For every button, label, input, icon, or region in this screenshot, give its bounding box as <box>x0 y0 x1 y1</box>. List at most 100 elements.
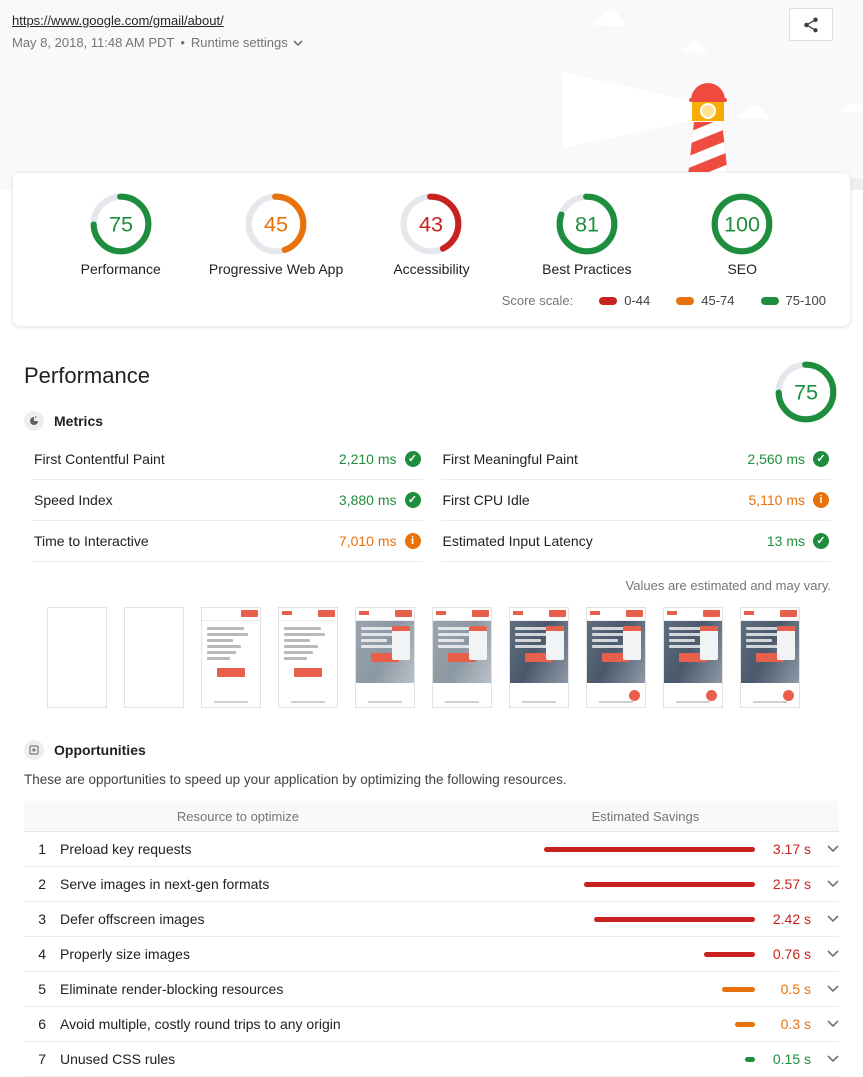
savings-bar <box>544 846 755 852</box>
opportunities-icon <box>24 740 44 760</box>
scale-pill-fail <box>599 296 618 305</box>
runtime-settings-label: Runtime settings <box>190 35 288 50</box>
report-timestamp: May 8, 2018, 11:48 AM PDT <box>12 35 175 50</box>
chevron-down-icon <box>293 39 303 46</box>
expand-chevron-icon[interactable] <box>827 880 839 888</box>
expand-chevron-icon[interactable] <box>827 1055 839 1063</box>
metric-name: Speed Index <box>34 492 113 508</box>
opportunities-header: Opportunities <box>54 742 146 758</box>
scale-pill-pass <box>760 296 779 305</box>
gauge-item-progressive-web-app[interactable]: 45 Progressive Web App <box>201 191 351 277</box>
report-url-link[interactable]: https://www.google.com/gmail/about/ <box>12 13 224 28</box>
gauge-item-performance[interactable]: 75 Performance <box>46 191 196 277</box>
scale-range-label: 75-100 <box>785 293 826 308</box>
runtime-settings-toggle[interactable]: Runtime settings <box>191 35 303 50</box>
metric-row: Time to Interactive 7,010 ms i <box>32 521 423 562</box>
score-gauge-arc: 81 <box>556 193 618 255</box>
metric-name: Time to Interactive <box>34 533 149 549</box>
score-gauge-arc: 75 <box>90 193 152 255</box>
savings-bar-track <box>543 1056 755 1062</box>
cloud-icon <box>593 10 627 26</box>
filmstrip-frame <box>47 607 107 708</box>
share-icon <box>804 17 818 32</box>
filmstrip <box>47 607 825 708</box>
savings-value: 0.5 s <box>780 981 811 997</box>
filmstrip-frame <box>355 607 415 708</box>
performance-section: Performance Metrics 75 First Contentful … <box>0 327 863 708</box>
gauge-item-best-practices[interactable]: 81 Best Practices <box>512 191 662 277</box>
expand-chevron-icon[interactable] <box>827 985 839 993</box>
savings-value: 2.57 s <box>772 876 811 892</box>
opportunity-row[interactable]: 1 Preload key requests 3.17 s <box>24 832 839 867</box>
opportunity-row[interactable]: 5 Eliminate render-blocking resources 0.… <box>24 972 839 1007</box>
savings-bar <box>583 881 755 887</box>
timer-icon <box>24 411 44 431</box>
metric-value: 13 ms <box>766 533 805 549</box>
opportunity-row[interactable]: 2 Serve images in next-gen formats 2.57 … <box>24 867 839 902</box>
filmstrip-frame <box>740 607 800 708</box>
report-header: https://www.google.com/gmail/about/ May … <box>0 0 863 190</box>
score-scale-label: Score scale: <box>501 293 574 308</box>
scale-range-label: 0-44 <box>624 293 651 308</box>
pass-check-icon: ✓ <box>404 451 421 467</box>
expand-chevron-icon[interactable] <box>827 845 839 853</box>
score-gauge-arc: 43 <box>401 193 462 255</box>
opportunity-name: Serve images in next-gen formats <box>60 876 270 892</box>
opportunity-name: Preload key requests <box>60 841 192 857</box>
savings-bar <box>735 1021 755 1027</box>
pass-check-icon: ✓ <box>813 533 829 549</box>
gauge-item-seo[interactable]: 100 SEO <box>667 191 817 277</box>
opportunity-row[interactable]: 7 Unused CSS rules 0.15 s <box>24 1042 839 1077</box>
opportunity-row[interactable]: 4 Properly size images 0.76 s <box>24 937 839 972</box>
metric-value: 7,010 ms <box>338 533 397 549</box>
opportunity-index: 7 <box>38 1051 46 1067</box>
opportunity-row[interactable]: 3 Defer offscreen images 2.42 s <box>24 902 839 937</box>
score-value: 75 <box>794 380 818 405</box>
header-meta: https://www.google.com/gmail/about/ May … <box>12 12 303 50</box>
gauge-label: SEO <box>727 261 758 277</box>
metric-name: First Contentful Paint <box>34 451 165 467</box>
performance-title: Performance <box>24 363 150 388</box>
filmstrip-frame <box>432 607 492 708</box>
share-button[interactable] <box>789 8 833 41</box>
scale-range-label: 45-74 <box>701 293 735 308</box>
gauge-label: Best Practices <box>542 261 632 277</box>
expand-chevron-icon[interactable] <box>827 1020 839 1028</box>
metric-value: 5,110 ms <box>748 492 805 508</box>
scale-range-75-100: 75-100 <box>760 293 826 308</box>
metric-row: First Contentful Paint 2,210 ms ✓ <box>32 439 423 480</box>
savings-bar-track <box>543 916 755 922</box>
scale-pill-average <box>676 296 695 305</box>
filmstrip-frame <box>124 607 184 708</box>
expand-chevron-icon[interactable] <box>827 950 839 958</box>
metrics-column-right: First Meaningful Paint 2,560 ms ✓ First … <box>440 439 831 562</box>
score-value: 45 <box>264 212 288 237</box>
savings-bar-track <box>543 846 755 852</box>
opportunities-section: Opportunities These are opportunities to… <box>0 708 863 1077</box>
metric-name: First CPU Idle <box>442 492 530 508</box>
gauge-label: Performance <box>80 261 161 277</box>
score-scale-ranges: 0-44 45-74 75-100 <box>599 293 826 308</box>
savings-value: 0.76 s <box>772 946 811 962</box>
fab-dot <box>706 690 717 701</box>
info-icon: i <box>813 492 829 508</box>
savings-bar <box>593 916 755 922</box>
metric-name: Estimated Input Latency <box>442 533 593 549</box>
savings-bar-track <box>543 1021 755 1027</box>
column-estimated-savings: Estimated Savings <box>591 808 700 824</box>
savings-value: 3.17 s <box>772 841 811 857</box>
score-gauge-arc: 45 <box>245 193 307 255</box>
opportunity-row[interactable]: 6 Avoid multiple, costly round trips to … <box>24 1007 839 1042</box>
metric-value: 2,560 ms <box>747 451 805 467</box>
opportunity-index: 1 <box>38 841 46 857</box>
expand-chevron-icon[interactable] <box>827 915 839 923</box>
pass-check-icon: ✓ <box>404 492 421 508</box>
gauge-item-accessibility[interactable]: 43 Accessibility <box>356 191 506 277</box>
score-value: 75 <box>109 212 133 237</box>
savings-value: 0.15 s <box>772 1051 811 1067</box>
gauge-label: Accessibility <box>393 261 470 277</box>
filmstrip-frame <box>201 607 261 708</box>
metric-row: First Meaningful Paint 2,560 ms ✓ <box>440 439 831 480</box>
filmstrip-frame <box>663 607 723 708</box>
metric-row: First CPU Idle 5,110 ms i <box>440 480 831 521</box>
